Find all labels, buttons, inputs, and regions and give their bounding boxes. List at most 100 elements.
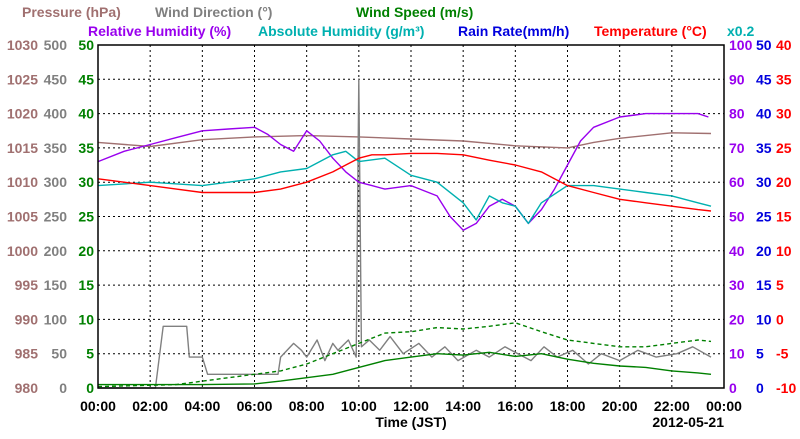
tick-label-pressure: 995 — [15, 277, 39, 293]
x-axis-label: Time (JST) — [375, 414, 446, 430]
tick-label-wind-direction: 100 — [44, 311, 68, 327]
tick-label-rain-rate: 10 — [756, 311, 772, 327]
tick-label-temperature: 10 — [776, 243, 792, 259]
tick-label-pressure: 1025 — [7, 71, 38, 87]
tick-label-rain-rate: 5 — [756, 346, 764, 362]
tick-label-relative-humidity: 20 — [729, 311, 745, 327]
x-tick-label: 08:00 — [289, 398, 325, 414]
tick-label-relative-humidity: 0 — [729, 380, 737, 396]
title-wind-speed: Wind Speed (m/s) — [356, 4, 473, 20]
multiplier-label: x0.2 — [727, 23, 754, 39]
tick-label-pressure: 1005 — [7, 209, 38, 225]
x-tick-label: 14:00 — [445, 398, 481, 414]
tick-label-wind-speed: 10 — [78, 311, 94, 327]
tick-label-wind-speed: 5 — [86, 346, 94, 362]
tick-label-pressure: 990 — [15, 311, 39, 327]
plot-frame — [97, 44, 725, 389]
tick-label-rain-rate: 50 — [756, 37, 772, 53]
tick-label-pressure: 985 — [15, 346, 39, 362]
tick-label-pressure: 1015 — [7, 140, 38, 156]
tick-label-rain-rate: 0 — [756, 380, 764, 396]
tick-label-temperature: 15 — [776, 209, 792, 225]
tick-label-temperature: 5 — [776, 277, 784, 293]
title-wind-direction: Wind Direction (°) — [155, 4, 272, 20]
tick-label-rain-rate: 35 — [756, 140, 772, 156]
series-wind-speed-avg — [98, 351, 712, 386]
tick-label-relative-humidity: 60 — [729, 174, 745, 190]
tick-label-temperature: -5 — [776, 346, 789, 362]
x-tick-label: 00:00 — [80, 398, 116, 414]
tick-label-wind-direction: 400 — [44, 106, 68, 122]
tick-label-relative-humidity: 10 — [729, 346, 745, 362]
x-tick-label: 04:00 — [184, 398, 220, 414]
tick-label-wind-speed: 30 — [78, 174, 94, 190]
tick-label-wind-speed: 35 — [78, 140, 94, 156]
x-tick-label: 00:00 — [706, 398, 742, 414]
tick-label-wind-direction: 0 — [59, 380, 67, 396]
tick-label-temperature: -10 — [776, 380, 796, 396]
tick-label-pressure: 980 — [15, 380, 39, 396]
tick-label-wind-direction: 350 — [44, 140, 68, 156]
tick-label-relative-humidity: 70 — [729, 140, 745, 156]
series-relative-humidity — [97, 112, 709, 231]
tick-label-rain-rate: 25 — [756, 209, 772, 225]
title-rain-rate: Rain Rate(mm/h) — [458, 23, 569, 39]
tick-label-wind-direction: 450 — [44, 71, 68, 87]
x-tick-label: 06:00 — [237, 398, 273, 414]
right-axis-ticks: 1009080706050403020100504540353025201510… — [729, 37, 796, 396]
x-tick-label: 02:00 — [132, 398, 168, 414]
tick-label-temperature: 35 — [776, 71, 792, 87]
tick-label-relative-humidity: 80 — [729, 106, 745, 122]
x-axis-ticks: 00:00 02:00 04:00 06:00 08:00 10:00 12:00 14:00… — [80, 398, 742, 414]
series-absolute-humidity — [97, 150, 712, 225]
tick-label-temperature: 20 — [776, 174, 792, 190]
tick-label-pressure: 1030 — [7, 37, 38, 53]
x-tick-label: 12:00 — [393, 398, 429, 414]
tick-label-relative-humidity: 30 — [729, 277, 745, 293]
tick-label-wind-speed: 50 — [78, 37, 94, 53]
x-tick-label: 18:00 — [550, 398, 586, 414]
tick-label-pressure: 1010 — [7, 174, 38, 190]
tick-label-pressure: 1000 — [7, 243, 38, 259]
series-layer — [97, 78, 712, 389]
tick-label-wind-direction: 50 — [51, 346, 67, 362]
tick-label-wind-direction: 250 — [44, 209, 68, 225]
date-label: 2012-05-21 — [652, 414, 724, 430]
tick-label-relative-humidity: 100 — [729, 37, 753, 53]
tick-label-relative-humidity: 40 — [729, 243, 745, 259]
grid-layer — [98, 45, 724, 388]
tick-label-relative-humidity: 90 — [729, 71, 745, 87]
tick-label-wind-speed: 20 — [78, 243, 94, 259]
tick-label-temperature: 40 — [776, 37, 792, 53]
series-wind-speed-gust — [97, 322, 712, 388]
series-wind-direction — [98, 78, 712, 389]
title-absolute-humidity: Absolute Humidity (g/m³) — [258, 23, 424, 39]
tick-label-wind-direction: 500 — [44, 37, 68, 53]
tick-label-temperature: 25 — [776, 140, 792, 156]
x-tick-label: 16:00 — [497, 398, 533, 414]
series-pressure — [97, 132, 712, 149]
title-relative-humidity: Relative Humidity (%) — [88, 23, 231, 39]
tick-label-pressure: 1020 — [7, 106, 38, 122]
x-tick-label: 22:00 — [654, 398, 690, 414]
tick-label-wind-direction: 200 — [44, 243, 68, 259]
left-axis-ticks: 1030102510201015101010051000995990985980… — [7, 37, 94, 396]
tick-label-wind-speed: 40 — [78, 106, 94, 122]
tick-label-wind-speed: 15 — [78, 277, 94, 293]
tick-label-relative-humidity: 50 — [729, 209, 745, 225]
tick-label-wind-speed: 25 — [78, 209, 94, 225]
tick-label-temperature: 30 — [776, 106, 792, 122]
tick-label-wind-speed: 45 — [78, 71, 94, 87]
tick-label-rain-rate: 45 — [756, 71, 772, 87]
tick-label-rain-rate: 20 — [756, 243, 772, 259]
tick-label-wind-direction: 150 — [44, 277, 68, 293]
title-pressure: Pressure (hPa) — [22, 4, 121, 20]
tick-label-rain-rate: 30 — [756, 174, 772, 190]
tick-label-wind-speed: 0 — [86, 380, 94, 396]
x-tick-label: 20:00 — [602, 398, 638, 414]
x-tick-label: 10:00 — [341, 398, 377, 414]
series-temperature — [97, 152, 712, 212]
tick-label-rain-rate: 40 — [756, 106, 772, 122]
